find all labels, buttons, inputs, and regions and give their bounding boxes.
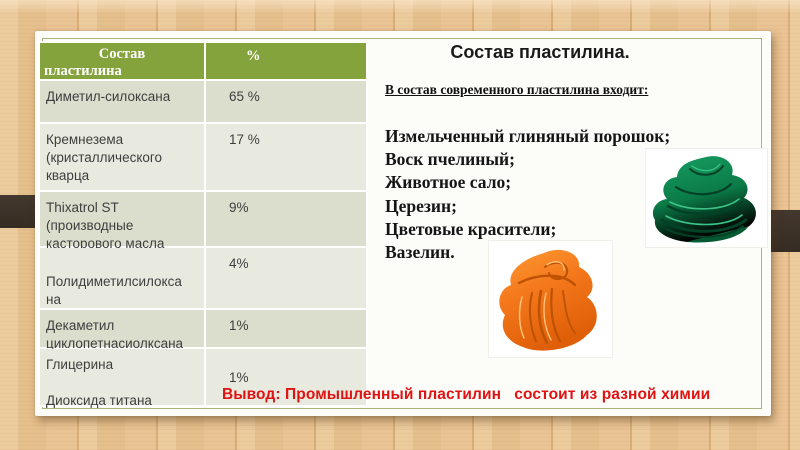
conclusion-text: Вывод: Промышленный пластилин состоит из…: [222, 386, 711, 403]
ingredient-item: Животное сало;: [385, 172, 512, 193]
slide: Состав пластилина % Диметил-силоксана 65…: [35, 31, 771, 416]
ingredient-item: Цветовые красители;: [385, 218, 557, 239]
composition-table: Состав пластилина % Диметил-силоксана 65…: [38, 41, 368, 408]
table-cell-percent-4: 4%: [206, 248, 366, 308]
green-plasticine-image: [645, 148, 768, 248]
right-dark-bar: [771, 210, 800, 252]
green-plasticine-blob: [652, 156, 756, 243]
subtitle: В состав современного пластилина входит:: [385, 82, 649, 97]
ingredient-item: Воск пчелиный;: [385, 149, 515, 170]
left-dark-bar: [0, 195, 40, 228]
table-cell-component-3: Thixatrol ST (производные касторового ма…: [40, 192, 204, 251]
table-header-composition: Состав пластилина: [40, 43, 204, 79]
table-cell-component-2: Кремнезема (кристаллического кварца: [40, 124, 204, 190]
table-cell-percent-5: 1%: [206, 310, 366, 347]
table-cell-percent-1: 65 %: [206, 81, 366, 122]
ingredient-item: Измельченный глиняный порошок;: [385, 126, 671, 146]
table-header-line1: Состав: [98, 46, 146, 62]
orange-plasticine-blob: [499, 249, 597, 351]
ingredient-item: Вазелин.: [385, 242, 455, 263]
table-header-percent: %: [206, 43, 366, 79]
table-cell-percent-6: 1%: [206, 349, 366, 405]
orange-plasticine-image: [488, 240, 613, 358]
ingredient-item: Церезин;: [385, 195, 457, 216]
table-cell-percent-3: 9%: [206, 192, 366, 246]
table-cell-component-6: Глицерина Диоксида титана: [40, 349, 204, 408]
page-title: Состав пластилина.: [450, 42, 630, 62]
table-cell-component-5: Декаметил циклопетнасиолксана: [40, 310, 204, 351]
table-header-line2: пластилина: [44, 63, 122, 79]
table-cell-component-1: Диметил-силоксана: [40, 81, 204, 122]
table-cell-component-4: Полидиметилсилокса на: [40, 248, 204, 308]
ingredients-list: Измельченный глиняный порошок; Воск пчел…: [385, 125, 670, 264]
table-cell-percent-2: 17 %: [206, 124, 366, 190]
